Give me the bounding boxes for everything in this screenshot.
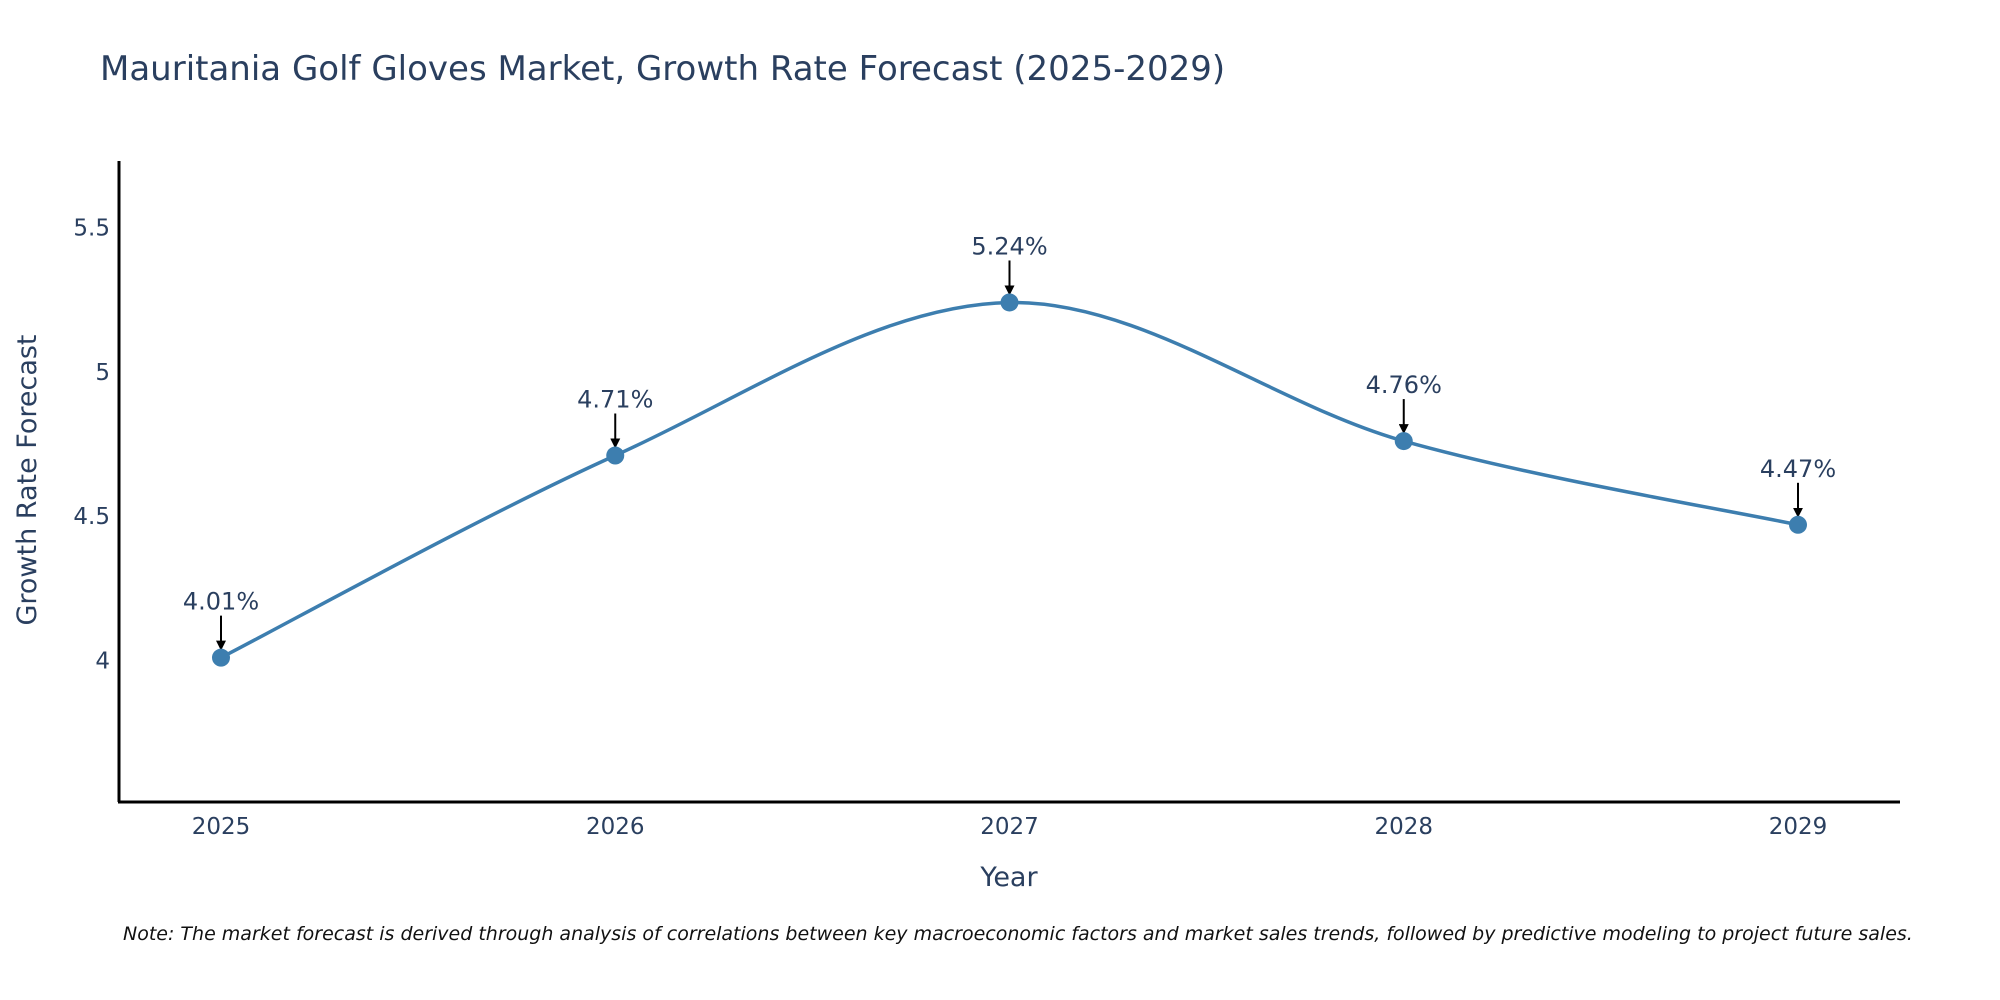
data-label: 4.01% (183, 588, 259, 616)
plot-area: 4 4.5 5 5.5 2025 2026 2027 2028 2029 4.01% 4.71%… (73, 161, 1900, 840)
data-label: 5.24% (971, 232, 1047, 260)
chart-title: Mauritania Golf Gloves Market, Growth Ra… (100, 49, 1225, 89)
x-tick-labels: 2025 2026 2027 2028 2029 (192, 814, 1828, 840)
x-tick-label: 2028 (1374, 814, 1433, 840)
y-tick-label: 5 (95, 360, 110, 386)
data-point-2025[interactable] (212, 648, 230, 667)
y-tick-label: 4.5 (73, 504, 110, 530)
data-point-2029[interactable] (1789, 515, 1807, 534)
data-label: 4.76% (1366, 371, 1442, 399)
x-tick-label: 2027 (980, 814, 1039, 840)
data-markers (212, 293, 1807, 667)
x-tick-label: 2026 (586, 814, 645, 840)
footnote-note: Note: The market forecast is derived thr… (123, 923, 1913, 945)
x-tick-label: 2025 (192, 814, 251, 840)
y-axis-title: Growth Rate Forecast (12, 334, 43, 625)
data-point-2026[interactable] (606, 446, 625, 465)
series-line (220, 300, 1799, 660)
data-label: 4.71% (577, 386, 653, 414)
y-tick-label: 4 (95, 649, 110, 675)
y-tick-labels: 4 4.5 5 5.5 (73, 215, 110, 674)
x-axis-title: Year (979, 862, 1038, 893)
x-tick-label: 2029 (1769, 814, 1828, 840)
data-point-2028[interactable] (1394, 432, 1413, 451)
data-annotations: 4.01% 4.71% 5.24% 4.76% 4.47% (183, 232, 1836, 651)
data-label: 4.47% (1760, 455, 1836, 483)
data-point-2027[interactable] (1000, 293, 1019, 312)
y-tick-label: 5.5 (73, 215, 110, 241)
